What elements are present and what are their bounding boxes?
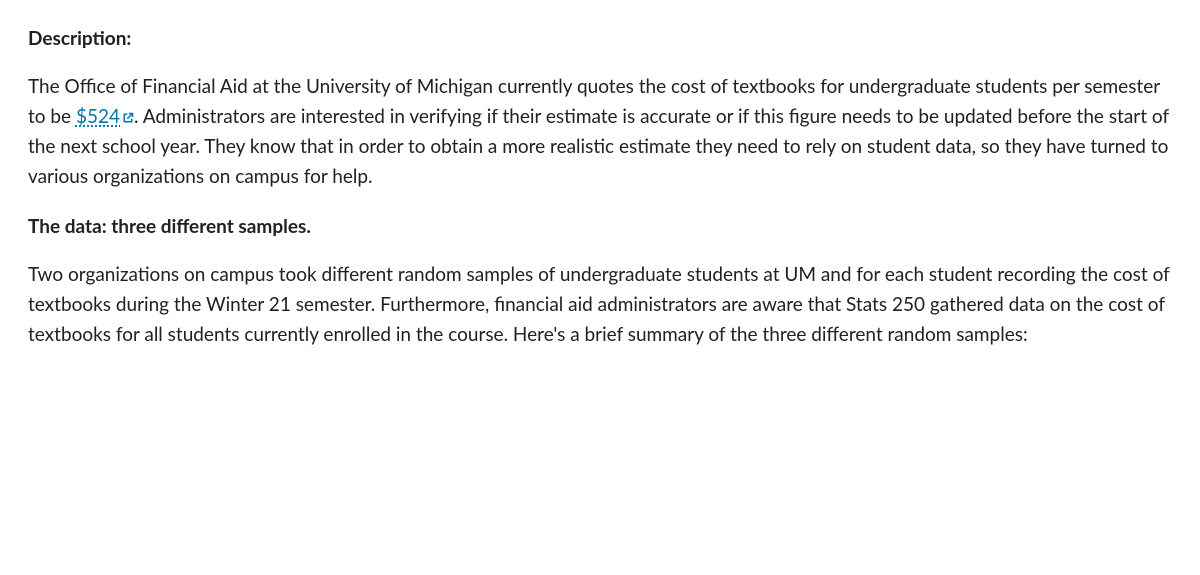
cost-link-text: $524: [76, 105, 120, 128]
para1-text-b: . Administrators are interested in verif…: [28, 105, 1169, 188]
description-heading: Description:: [28, 24, 1172, 54]
data-paragraph: Two organizations on campus took differe…: [28, 260, 1172, 350]
cost-link[interactable]: $524: [76, 105, 134, 128]
data-heading: The data: three different samples.: [28, 212, 1172, 242]
external-link-icon: [122, 112, 134, 124]
description-paragraph: The Office of Financial Aid at the Unive…: [28, 72, 1172, 192]
